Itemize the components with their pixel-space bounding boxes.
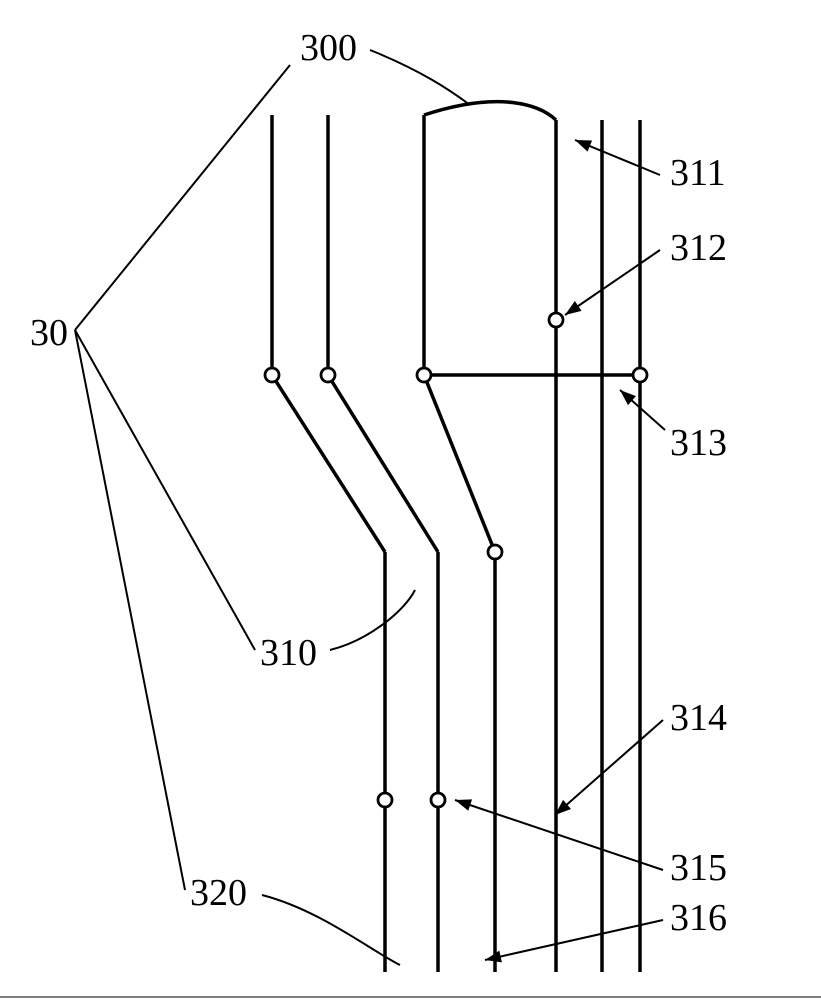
label-l315: 315 xyxy=(670,847,727,889)
leader-30-to-310 xyxy=(75,330,255,650)
node-n310 xyxy=(488,545,502,559)
top-curve-300 xyxy=(424,102,556,120)
leader-30-to-320 xyxy=(75,330,185,890)
label-l314: 314 xyxy=(670,697,727,739)
label-l316: 316 xyxy=(670,897,727,939)
diag-1 xyxy=(328,375,438,552)
label-l310: 310 xyxy=(260,632,317,674)
node-n312 xyxy=(633,368,647,382)
leader-314 xyxy=(555,720,663,815)
leader-312 xyxy=(565,250,660,315)
leader-30-to-300 xyxy=(75,65,290,330)
arrowhead xyxy=(565,301,582,315)
node-n300_1 xyxy=(265,368,279,382)
arrowhead xyxy=(575,140,592,152)
leader-300 xyxy=(370,50,470,105)
label-l30: 30 xyxy=(30,312,68,354)
label-l320: 320 xyxy=(190,872,247,914)
label-l311: 311 xyxy=(670,152,726,194)
node-n300_3 xyxy=(417,368,431,382)
leader-310 xyxy=(330,590,415,650)
node-n311 xyxy=(549,313,563,327)
node-n_low2 xyxy=(431,793,445,807)
diagram-svg: 30 300 310 320 311 312 313 314 315 316 xyxy=(0,0,821,1000)
node-n_low1 xyxy=(378,793,392,807)
label-l312: 312 xyxy=(670,227,727,269)
arrowhead xyxy=(455,799,472,810)
leader-316 xyxy=(485,920,663,960)
node-n300_2 xyxy=(321,368,335,382)
diag-2 xyxy=(424,375,495,552)
label-l300: 300 xyxy=(300,27,357,69)
diag-0 xyxy=(272,375,385,552)
leader-320 xyxy=(262,895,400,965)
label-l313: 313 xyxy=(670,422,727,464)
